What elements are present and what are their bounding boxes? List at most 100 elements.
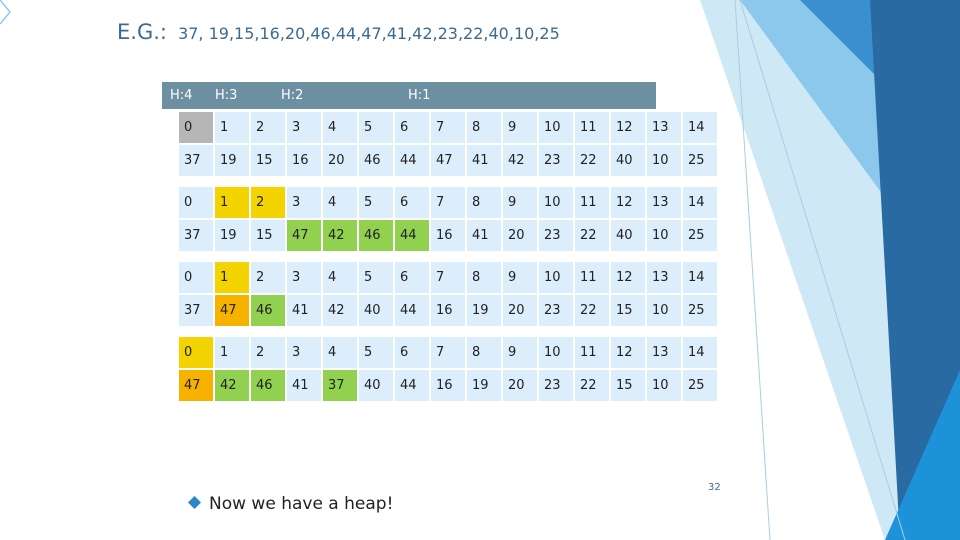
index-cell: 7 <box>431 112 465 143</box>
index-cell: 3 <box>287 112 321 143</box>
value-cell: 15 <box>251 145 285 176</box>
value-cell: 46 <box>359 220 393 251</box>
value-cell: 25 <box>683 220 717 251</box>
value-cell: 16 <box>287 145 321 176</box>
index-cell: 5 <box>359 187 393 218</box>
value-cell: 23 <box>539 370 573 401</box>
value-cell: 40 <box>611 220 645 251</box>
value-cell: 22 <box>575 145 609 176</box>
index-cell: 10 <box>539 112 573 143</box>
index-cell: 2 <box>251 112 285 143</box>
value-cell: 20 <box>323 145 357 176</box>
index-cell: 1 <box>215 262 249 293</box>
conclusion-note: Now we have a heap! <box>209 494 394 514</box>
index-cell: 13 <box>647 337 681 368</box>
index-row: 0 1 2 3 4 5 6 7 8 9 10 11 12 13 14 <box>179 112 717 143</box>
value-cell: 41 <box>287 370 321 401</box>
value-cell: 44 <box>395 145 429 176</box>
value-cell: 10 <box>647 295 681 326</box>
index-cell: 9 <box>503 112 537 143</box>
value-cell: 10 <box>647 220 681 251</box>
index-cell: 14 <box>683 262 717 293</box>
index-cell: 12 <box>611 262 645 293</box>
index-cell: 4 <box>323 337 357 368</box>
index-cell: 3 <box>287 337 321 368</box>
height-label-4: H:4 <box>170 88 193 103</box>
value-row: 47 42 46 41 37 40 44 16 19 20 23 22 15 10 25 <box>179 370 717 401</box>
index-cell: 6 <box>395 187 429 218</box>
index-cell: 11 <box>575 112 609 143</box>
index-cell: 3 <box>287 187 321 218</box>
value-cell: 20 <box>503 295 537 326</box>
height-label-2: H:2 <box>281 88 304 103</box>
index-cell: 0 <box>179 262 213 293</box>
index-row: 0 1 2 3 4 5 6 7 8 9 10 11 12 13 14 <box>179 262 717 293</box>
value-cell: 25 <box>683 295 717 326</box>
index-cell: 7 <box>431 337 465 368</box>
height-label-3: H:3 <box>215 88 238 103</box>
value-cell: 41 <box>287 295 321 326</box>
index-cell: 14 <box>683 187 717 218</box>
index-cell: 1 <box>215 112 249 143</box>
index-cell: 10 <box>539 187 573 218</box>
value-cell: 16 <box>431 295 465 326</box>
index-cell: 2 <box>251 187 285 218</box>
page-number: 32 <box>708 482 721 493</box>
index-cell: 7 <box>431 187 465 218</box>
value-cell: 37 <box>179 220 213 251</box>
index-row: 0 1 2 3 4 5 6 7 8 9 10 11 12 13 14 <box>179 337 717 368</box>
value-cell: 19 <box>215 145 249 176</box>
value-cell: 22 <box>575 295 609 326</box>
value-cell: 10 <box>647 145 681 176</box>
index-cell: 5 <box>359 112 393 143</box>
value-cell: 15 <box>251 220 285 251</box>
value-cell: 20 <box>503 220 537 251</box>
index-cell: 5 <box>359 262 393 293</box>
index-cell: 8 <box>467 187 501 218</box>
index-cell: 9 <box>503 187 537 218</box>
index-cell: 8 <box>467 337 501 368</box>
value-row: 37 19 15 47 42 46 44 16 41 20 23 22 40 10 25 <box>179 220 717 251</box>
value-cell: 20 <box>503 370 537 401</box>
index-cell: 4 <box>323 187 357 218</box>
value-cell: 42 <box>215 370 249 401</box>
value-cell: 47 <box>431 145 465 176</box>
value-cell: 25 <box>683 145 717 176</box>
value-cell: 19 <box>467 295 501 326</box>
value-cell: 47 <box>215 295 249 326</box>
value-cell: 42 <box>503 145 537 176</box>
index-cell: 14 <box>683 337 717 368</box>
value-row: 37 19 15 16 20 46 44 47 41 42 23 22 40 10 25 <box>179 145 717 176</box>
value-cell: 16 <box>431 220 465 251</box>
value-cell: 42 <box>323 220 357 251</box>
index-cell: 6 <box>395 112 429 143</box>
index-cell: 3 <box>287 262 321 293</box>
index-cell: 13 <box>647 262 681 293</box>
index-cell: 12 <box>611 112 645 143</box>
value-cell: 42 <box>323 295 357 326</box>
value-cell: 37 <box>179 295 213 326</box>
index-cell: 9 <box>503 337 537 368</box>
index-cell: 8 <box>467 112 501 143</box>
index-row: 0 1 2 3 4 5 6 7 8 9 10 11 12 13 14 <box>179 187 717 218</box>
value-cell: 46 <box>251 295 285 326</box>
index-cell: 4 <box>323 262 357 293</box>
value-cell: 40 <box>611 145 645 176</box>
value-cell: 19 <box>467 370 501 401</box>
index-cell: 2 <box>251 337 285 368</box>
value-cell: 23 <box>539 145 573 176</box>
value-cell: 47 <box>287 220 321 251</box>
value-cell: 15 <box>611 295 645 326</box>
value-cell: 22 <box>575 220 609 251</box>
title-sequence: 37, 19,15,16,20,46,44,47,41,42,23,22,40,… <box>178 24 560 43</box>
index-cell: 7 <box>431 262 465 293</box>
index-cell: 14 <box>683 112 717 143</box>
title-label: E.G.: <box>117 20 167 44</box>
height-header-bar: H:4 H:3 H:2 H:1 <box>162 82 656 109</box>
value-cell: 47 <box>179 370 213 401</box>
value-cell: 37 <box>323 370 357 401</box>
index-cell: 0 <box>179 337 213 368</box>
heap-array-table: 0 1 2 3 4 5 6 7 8 9 10 11 12 13 14 37 19 15 16 20 46 44 47 41 42… <box>177 110 719 403</box>
value-cell: 40 <box>359 370 393 401</box>
